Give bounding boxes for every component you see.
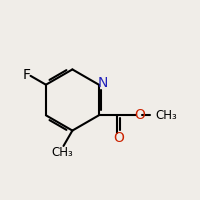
Text: CH₃: CH₃ — [155, 109, 177, 122]
Text: O: O — [113, 131, 124, 145]
Text: F: F — [22, 68, 30, 82]
Text: O: O — [134, 108, 145, 122]
Text: N: N — [98, 76, 108, 90]
Text: CH₃: CH₃ — [52, 146, 73, 159]
